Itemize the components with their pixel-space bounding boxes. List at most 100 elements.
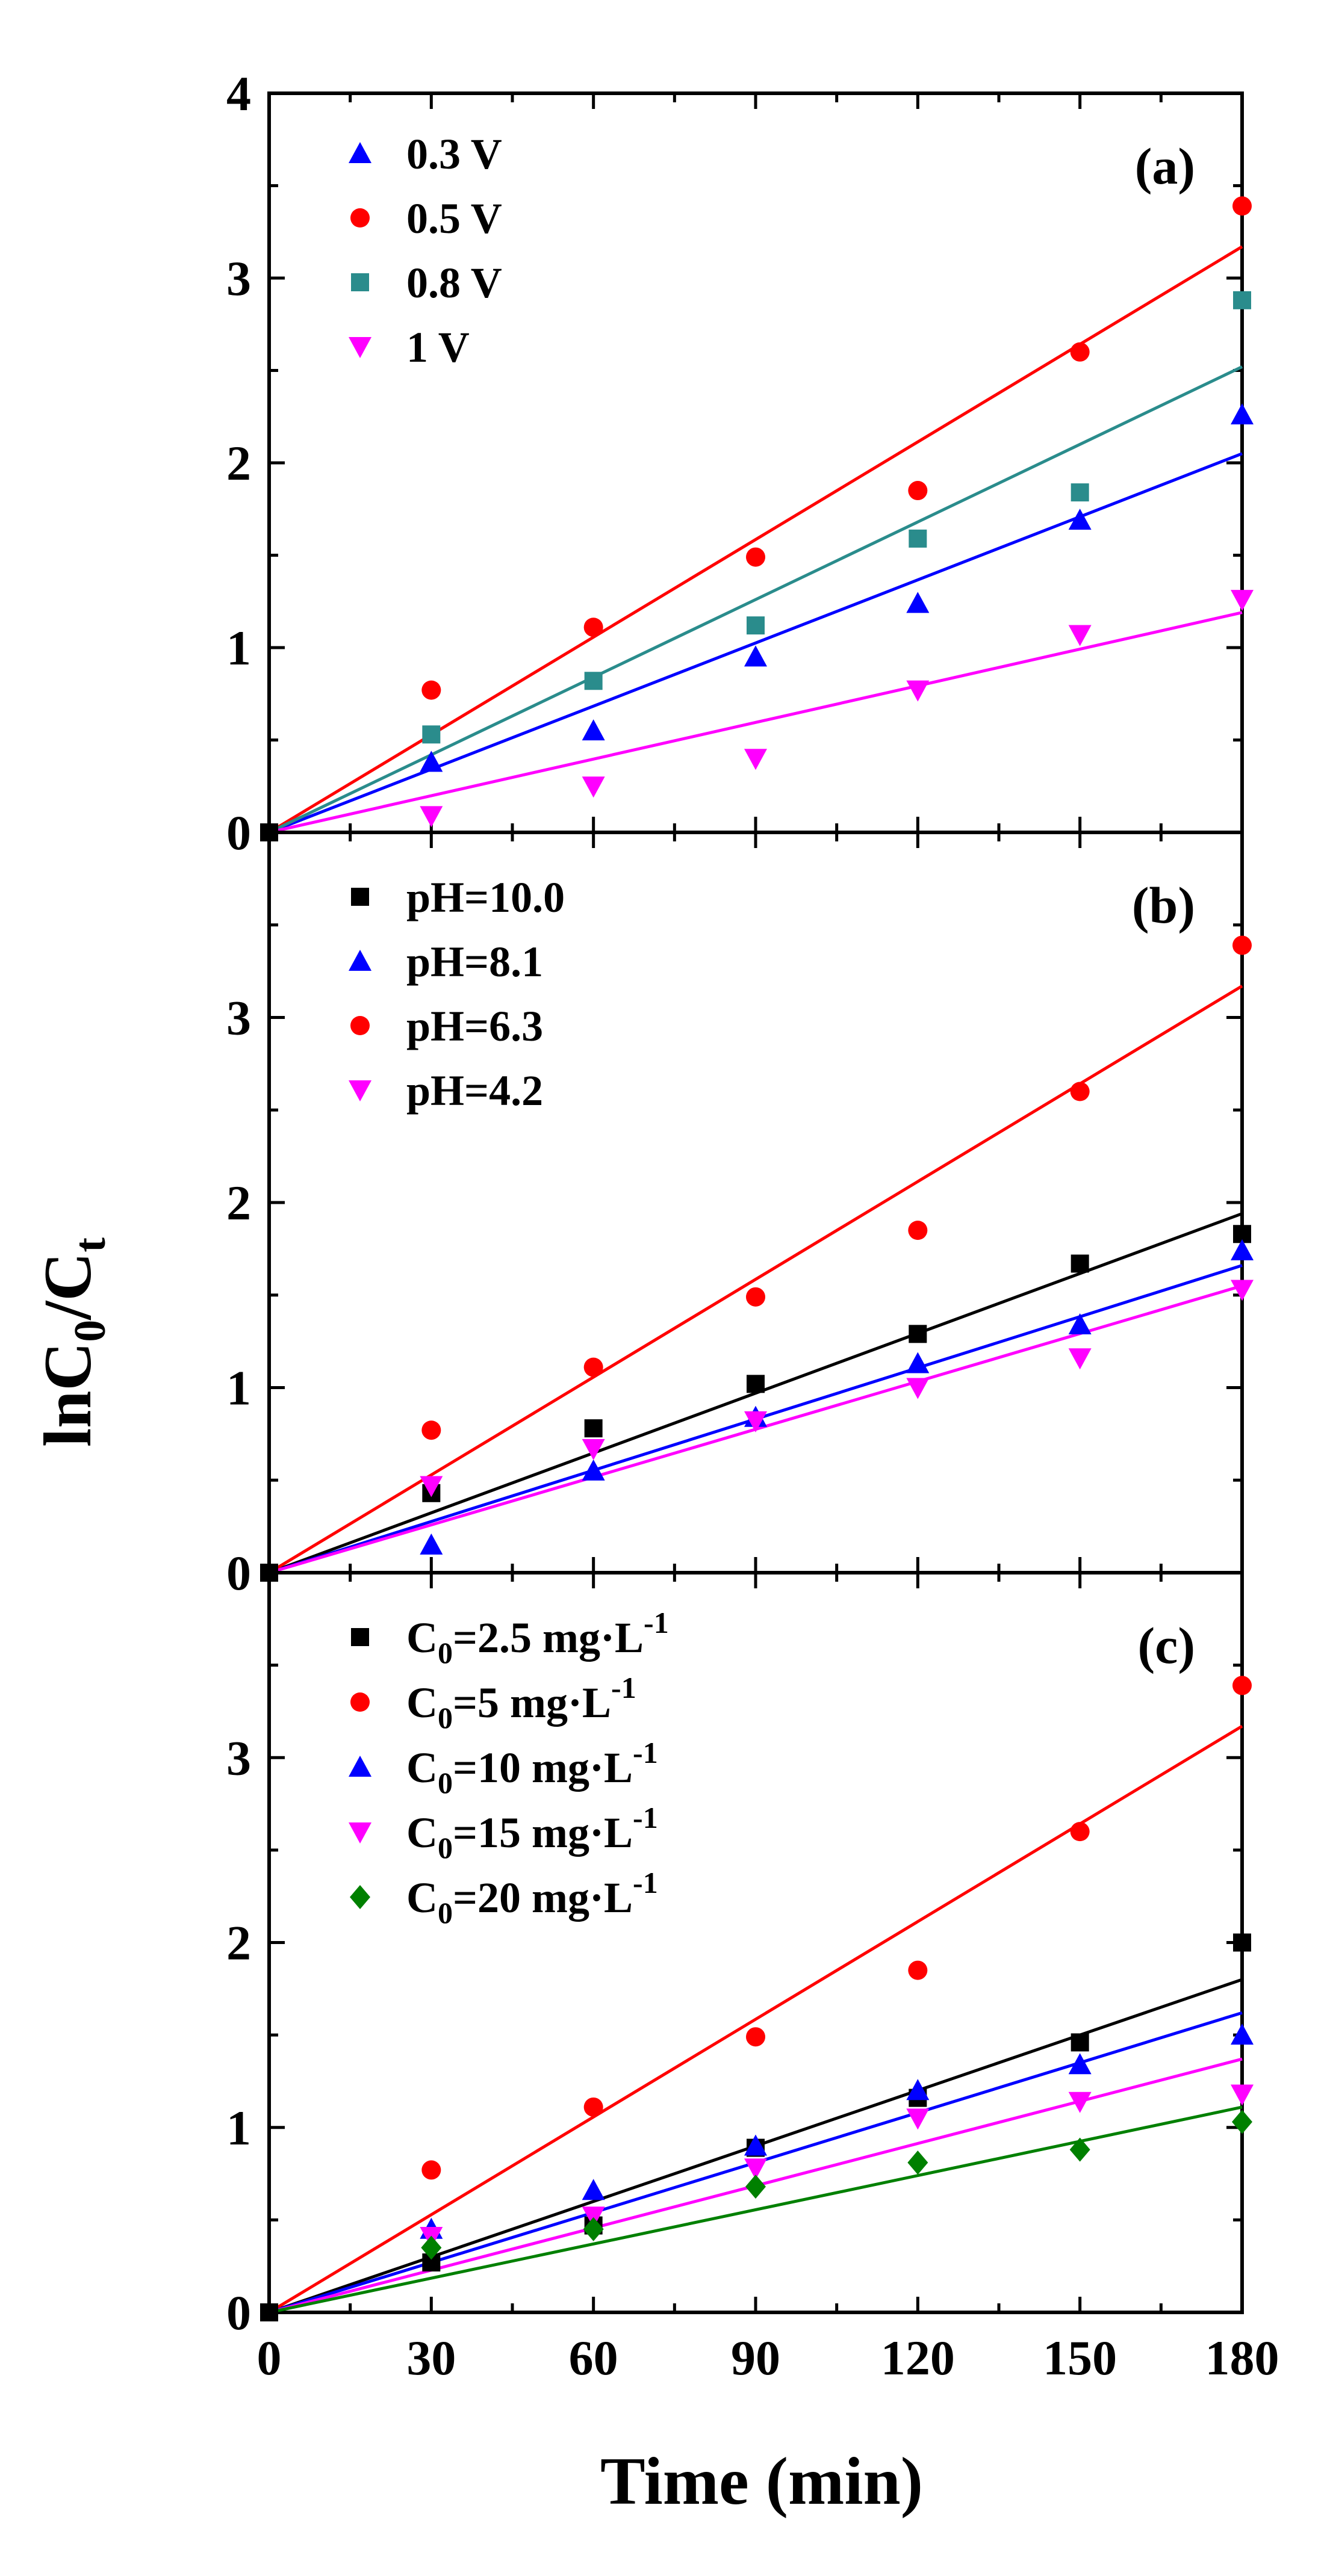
panel-c-series-2-point bbox=[906, 2079, 930, 2101]
panel-c-series-2-point bbox=[1068, 2053, 1092, 2075]
panel-b-fit-line-0 bbox=[269, 1212, 1243, 1574]
panel-b-series-2-point bbox=[1232, 935, 1252, 955]
panel-a-series-1-point bbox=[1070, 342, 1090, 362]
x-tick-label: 120 bbox=[881, 2330, 955, 2385]
panel-a-series-2-point bbox=[584, 672, 603, 690]
panel-b-series-1-point bbox=[906, 1352, 930, 1373]
panel-c-series-2-point bbox=[582, 2179, 605, 2200]
panel-c-series-3-point bbox=[1068, 2091, 1092, 2113]
panel-c-series-3-point bbox=[906, 2108, 930, 2130]
panel-c-legend-marker-0 bbox=[351, 1628, 369, 1646]
panel-b-series-3-point bbox=[1231, 1280, 1254, 1301]
panel-c-series-1-point bbox=[1070, 1822, 1090, 1842]
panel-a-legend-label-1: 0.5 V bbox=[406, 194, 502, 243]
panel-b-legend-label-1: pH=8.1 bbox=[406, 938, 543, 986]
x-tick-label: 30 bbox=[406, 2330, 456, 2385]
panel-a-series-0-point bbox=[744, 645, 767, 667]
panel-b-series-0-point bbox=[1071, 1254, 1089, 1273]
panel-c-series-1-point bbox=[908, 1960, 928, 1980]
panel-c-series-1-point bbox=[746, 2027, 765, 2047]
panel-c-series-4-point bbox=[1232, 2110, 1252, 2134]
panel-c-legend-label-2: C0=10 mg·L-1 bbox=[406, 1736, 658, 1800]
panel-b-series-2-point bbox=[421, 1420, 441, 1440]
panel-a-ytick-label: 1 bbox=[226, 621, 251, 675]
y-axis-label-base: lnC bbox=[31, 1342, 105, 1447]
panel-b-series-1-point bbox=[1068, 1313, 1092, 1334]
panel-a-series-3-point bbox=[1068, 625, 1092, 646]
y-axis-label: lnC0/Ct bbox=[31, 1237, 115, 1447]
panel-a-series-3-point bbox=[906, 680, 930, 702]
panel-c-ytick-label: 3 bbox=[226, 1730, 251, 1785]
panel-a-legend-marker-1 bbox=[350, 208, 370, 228]
panel-b-ytick-label: 3 bbox=[226, 991, 251, 1045]
panel-c-origin-point bbox=[260, 2303, 278, 2321]
panel-b-series-3-point bbox=[420, 1476, 443, 1497]
x-tick-label: 150 bbox=[1043, 2330, 1117, 2385]
panel-a-series-3-point bbox=[1231, 590, 1254, 611]
panel-c-legend-marker-2 bbox=[349, 1756, 371, 1777]
panel-c-legend-label-3: C0=15 mg·L-1 bbox=[406, 1801, 658, 1865]
panel-a-legend-label-3: 1 V bbox=[406, 323, 470, 371]
panel-c-series-1-point bbox=[583, 2097, 603, 2117]
x-tick-label: 60 bbox=[569, 2330, 618, 2385]
panel-a-series-1-point bbox=[583, 618, 603, 637]
panel-c-legend-label-0: C0=2.5 mg·L-1 bbox=[406, 1606, 669, 1670]
panel-b-series-2-point bbox=[1070, 1082, 1090, 1101]
panel-a-series-2-point bbox=[909, 529, 927, 548]
panel-a-series-0-point bbox=[906, 592, 930, 613]
panel-a-series-2-point bbox=[1233, 291, 1251, 309]
panel-b-series-2-point bbox=[746, 1287, 765, 1307]
panel-c-ytick-label: 2 bbox=[226, 1916, 251, 1971]
panel-c-legend-marker-3 bbox=[349, 1822, 371, 1844]
panel-c-series-0-point bbox=[1233, 1933, 1251, 1952]
panel-c-series-4-point bbox=[745, 2175, 766, 2199]
panel-a-series-3-point bbox=[582, 776, 605, 798]
x-tick-label: 0 bbox=[257, 2330, 282, 2385]
plot-layer: 0 1 2 3 4 (a) 0.3 V 0.5 V 0.8 V 1 V 0 1 2 3 (b) pH=10.0… bbox=[226, 66, 1279, 2385]
panel-a-ytick-label: 2 bbox=[226, 436, 251, 491]
panel-a-ytick-label: 4 bbox=[226, 66, 251, 121]
y-axis-label-sub0: 0 bbox=[66, 1320, 115, 1342]
panel-b-legend-label-3: pH=4.2 bbox=[406, 1067, 543, 1115]
panel-a-legend-label-0: 0.3 V bbox=[406, 130, 502, 178]
x-axis-label: Time (min) bbox=[600, 2444, 923, 2519]
panel-c-ytick-label: 1 bbox=[226, 2101, 251, 2155]
panel-b-legend-marker-2 bbox=[350, 1016, 370, 1035]
panel-c-series-4-point bbox=[1069, 2137, 1090, 2162]
panel-a-legend-marker-3 bbox=[349, 337, 371, 358]
panel-b-series-3-point bbox=[1068, 1348, 1092, 1370]
panel-b-series-2-point bbox=[583, 1357, 603, 1377]
panel-a-series-1-point bbox=[908, 481, 928, 501]
panel-b-legend-marker-0 bbox=[351, 888, 369, 906]
panel-b-legend-label-2: pH=6.3 bbox=[406, 1002, 543, 1050]
y-axis-label-slash: /C bbox=[31, 1252, 105, 1321]
panel-c-series-3-point bbox=[1231, 2084, 1254, 2106]
panel-a-ytick-label: 3 bbox=[226, 251, 251, 306]
panel-a-series-1-point bbox=[746, 547, 765, 567]
panel-b-legend-marker-3 bbox=[349, 1080, 371, 1101]
panel-a-series-0-point bbox=[1231, 403, 1254, 425]
panel-c-label: (c) bbox=[1138, 1617, 1195, 1674]
panel-b-series-0-point bbox=[584, 1419, 603, 1438]
panel-a-label: (a) bbox=[1135, 137, 1195, 195]
panel-b-series-3-point bbox=[744, 1411, 767, 1432]
panel-a-series-0-point bbox=[582, 719, 605, 741]
panel-c-legend-marker-1 bbox=[350, 1692, 370, 1712]
panel-b-series-0-point bbox=[909, 1325, 927, 1343]
panel-c-series-0-point bbox=[1071, 2033, 1089, 2052]
panel-b-series-1-point bbox=[1231, 1239, 1254, 1260]
panel-a-series-3-point bbox=[744, 749, 767, 770]
x-tick-label: 180 bbox=[1205, 2330, 1279, 2385]
panel-a-series-0-point bbox=[420, 751, 443, 772]
panel-b-series-1-point bbox=[420, 1533, 443, 1555]
panel-a-legend-marker-2 bbox=[351, 273, 369, 291]
panel-c-series-1-point bbox=[1232, 1676, 1252, 1695]
panel-a-series-3-point bbox=[420, 806, 443, 828]
panel-b-ytick-label: 2 bbox=[226, 1175, 251, 1230]
panel-b-series-0-point bbox=[747, 1375, 765, 1393]
panel-c-series-2-point bbox=[1231, 2023, 1254, 2045]
panel-b-ytick-label: 0 bbox=[226, 1546, 251, 1600]
panel-b-series-2-point bbox=[908, 1221, 928, 1240]
